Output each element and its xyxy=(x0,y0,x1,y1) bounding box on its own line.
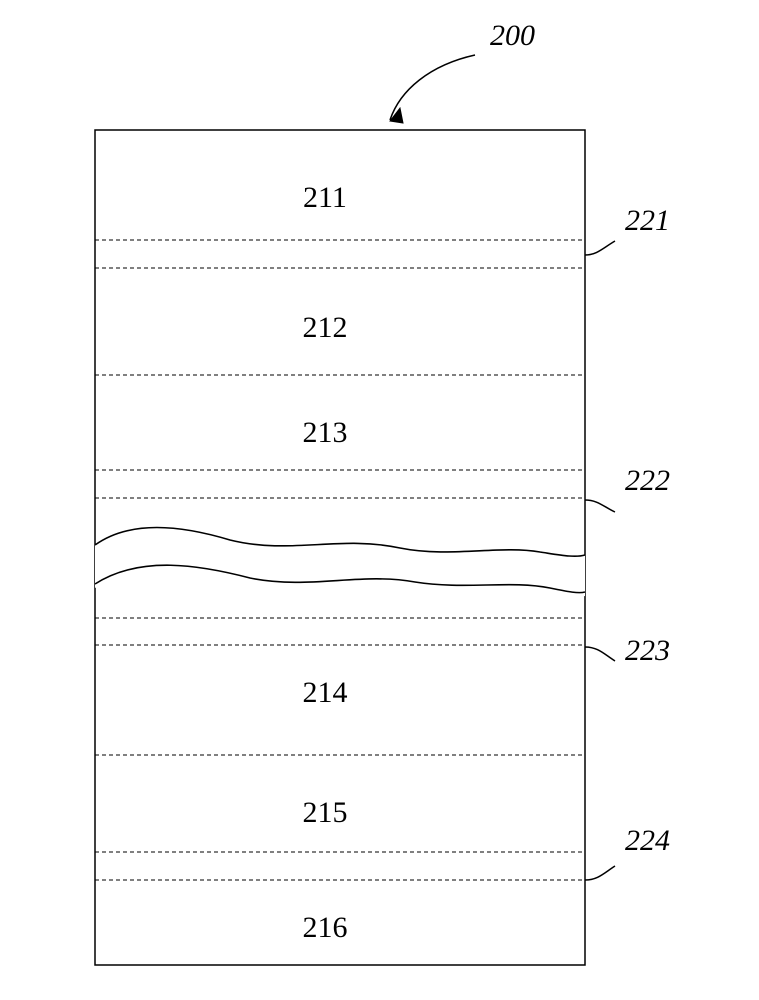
leader-label-222: 222 xyxy=(625,464,670,497)
layer-label-215: 215 xyxy=(303,796,348,829)
layer-label-211: 211 xyxy=(303,181,347,214)
leader-label-221: 221 xyxy=(625,204,670,237)
leader-label-223: 223 xyxy=(625,634,670,667)
layer-label-214: 214 xyxy=(303,676,348,709)
layer-label-213: 213 xyxy=(303,416,348,449)
layer-label-212: 212 xyxy=(303,311,348,344)
layer-label-216: 216 xyxy=(303,911,348,944)
top-pointer-label: 200 xyxy=(490,19,535,52)
leader-label-224: 224 xyxy=(625,824,670,857)
